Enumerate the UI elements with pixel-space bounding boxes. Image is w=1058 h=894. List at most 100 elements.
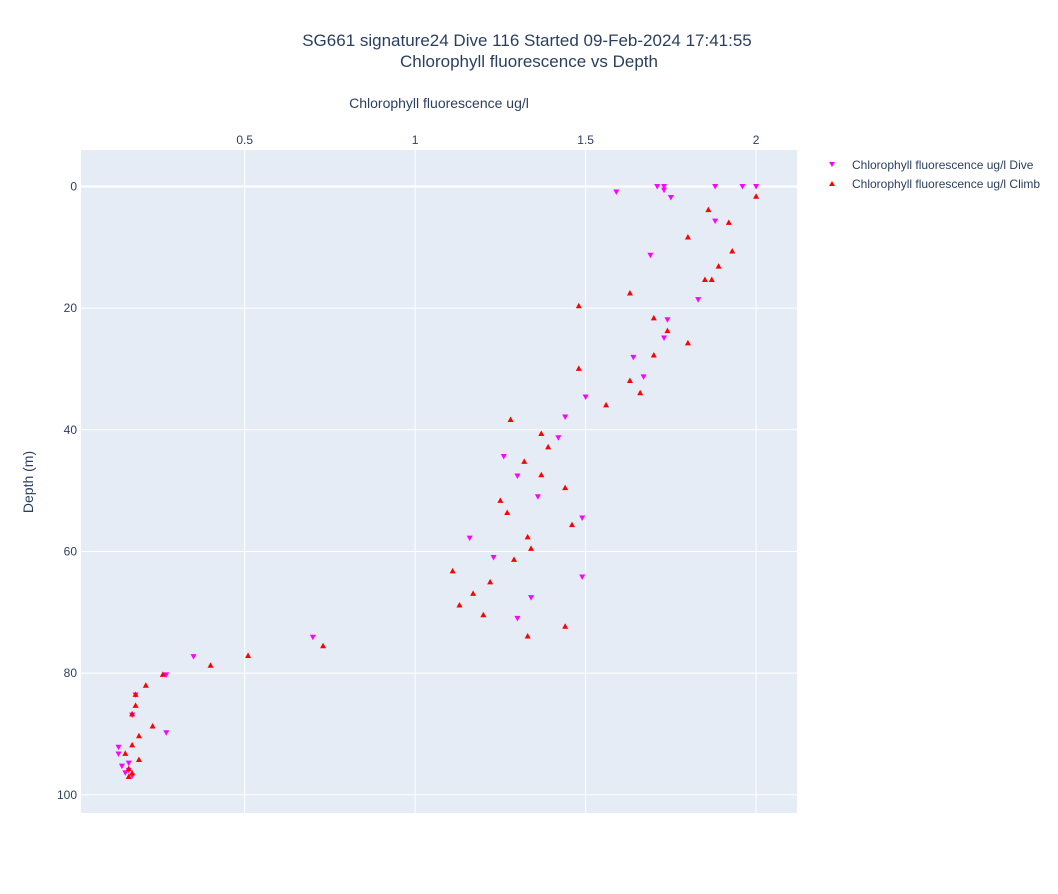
climb-point	[684, 339, 691, 346]
y-tick-label: 20	[64, 301, 78, 315]
x-tick-label: 0.5	[236, 133, 253, 147]
climb-point	[708, 276, 715, 283]
legend-marker-dive	[829, 162, 835, 167]
dive-point	[739, 183, 746, 190]
y-tick-label: 40	[64, 423, 78, 437]
y-tick-label: 100	[57, 788, 77, 802]
climb-point	[470, 590, 477, 596]
dive-point	[122, 770, 129, 776]
climb-point	[142, 682, 149, 688]
climb-point	[320, 642, 327, 649]
climb-point	[524, 533, 531, 540]
dive-point	[534, 494, 541, 500]
climb-point	[129, 710, 136, 717]
dive-point	[466, 535, 473, 542]
climb-point	[504, 509, 511, 516]
dive-point	[640, 374, 647, 380]
x-tick-label: 1	[412, 133, 419, 147]
climb-point	[715, 263, 722, 269]
climb-point	[521, 458, 528, 464]
legend-item-dive[interactable]: Chlorophyll fluorescence ug/l Dive	[829, 158, 1034, 172]
dive-point	[695, 297, 702, 303]
dive-point	[579, 574, 586, 580]
climb-point	[507, 416, 514, 422]
climb-point	[575, 365, 582, 371]
climb-point	[487, 578, 494, 585]
climb-point	[562, 484, 569, 491]
dive-point	[579, 515, 586, 521]
y-axis-title: Depth (m)	[20, 451, 36, 513]
dive-point	[630, 354, 637, 361]
x-axis-title: Chlorophyll fluorescence ug/l	[349, 95, 529, 111]
climb-point	[538, 471, 545, 478]
climb-point	[129, 741, 136, 748]
climb-point	[725, 219, 732, 225]
dive-point	[667, 194, 674, 201]
climb-point	[650, 314, 657, 321]
climb-point	[626, 289, 633, 296]
climb-point	[125, 773, 132, 780]
dive-point	[115, 751, 122, 757]
climb-point	[132, 691, 139, 697]
legend: Chlorophyll fluorescence ug/l Dive Chlor…	[829, 158, 1040, 191]
climb-point	[135, 732, 142, 739]
climb-point	[122, 750, 129, 756]
climb-point	[159, 671, 166, 677]
climb-point	[207, 662, 214, 668]
dive-point	[654, 183, 661, 190]
legend-item-climb[interactable]: Chlorophyll fluorescence ug/l Climb	[829, 177, 1040, 191]
climb-point	[135, 756, 142, 762]
climb-point	[524, 632, 531, 639]
climb-point	[603, 401, 610, 408]
x-tick-label: 1.5	[577, 133, 594, 147]
climb-point	[129, 769, 136, 776]
dive-point	[500, 454, 507, 460]
climb-point	[705, 206, 712, 213]
dive-point	[190, 654, 197, 660]
climb-point	[245, 652, 252, 658]
climb-point	[568, 521, 575, 528]
climb-point	[545, 443, 552, 450]
dive-point	[555, 435, 562, 441]
climb-point	[528, 545, 535, 551]
climb-point	[538, 430, 545, 436]
dive-point	[562, 414, 569, 421]
climb-point	[562, 623, 569, 629]
climb-point	[125, 765, 132, 772]
dive-point	[309, 634, 316, 641]
y-tick-label: 80	[64, 666, 78, 680]
dive-point	[490, 555, 497, 561]
chart-title: SG661 signature24 Dive 116 Started 09-Fe…	[302, 31, 752, 50]
dive-point	[163, 672, 170, 678]
chart-subtitle: Chlorophyll fluorescence vs Depth	[400, 52, 658, 71]
y-tick-label: 60	[64, 544, 78, 558]
dive-point	[613, 189, 620, 195]
climb-point	[684, 233, 691, 240]
legend-label-dive: Chlorophyll fluorescence ug/l Dive	[852, 158, 1034, 172]
dive-point	[118, 763, 125, 770]
climb-point	[511, 556, 518, 562]
climb-point	[497, 497, 504, 503]
dive-point	[661, 183, 668, 190]
dive-point	[582, 394, 589, 400]
climb-point	[575, 302, 582, 309]
dive-point	[664, 317, 671, 323]
dive-point	[514, 473, 521, 480]
legend-label-climb: Chlorophyll fluorescence ug/l Climb	[852, 177, 1040, 191]
climb-point	[650, 351, 657, 358]
dive-point	[163, 730, 170, 736]
dive-point	[125, 760, 132, 767]
dive-point	[528, 595, 535, 601]
dive-point	[712, 183, 719, 190]
dive-point	[661, 187, 668, 194]
climb-point	[149, 723, 156, 729]
climb-point	[701, 276, 708, 283]
climb-point	[637, 389, 644, 396]
dive-point	[115, 744, 122, 751]
dive-point	[712, 218, 719, 225]
climb-point	[626, 377, 633, 384]
dive-point	[753, 183, 760, 190]
dive-point	[647, 252, 654, 259]
